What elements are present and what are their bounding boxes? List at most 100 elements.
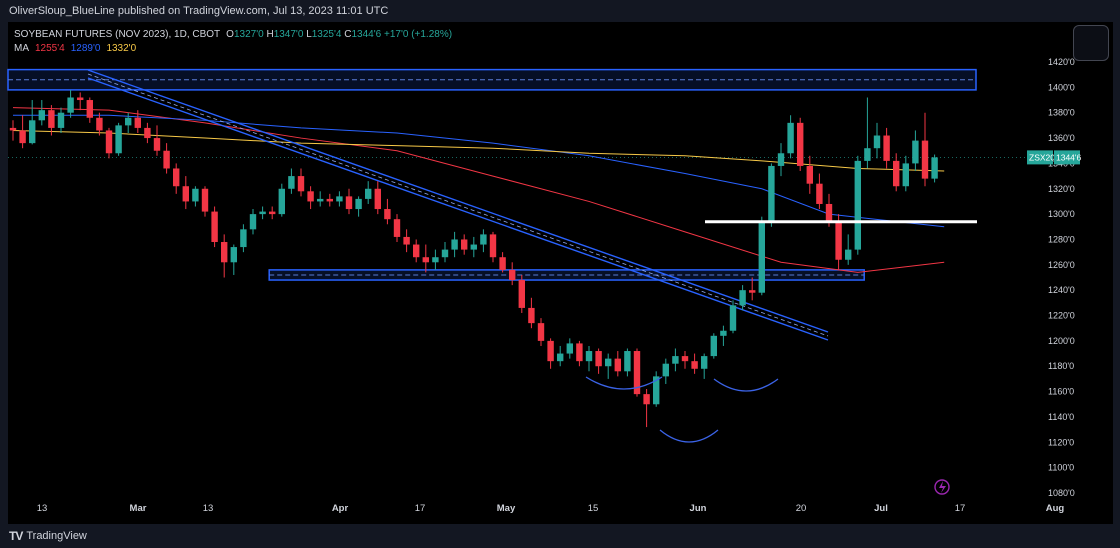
candle-body[interactable]	[182, 186, 189, 202]
candle-body[interactable]	[393, 219, 401, 237]
candle-body[interactable]	[758, 221, 765, 293]
candle-body[interactable]	[201, 188, 209, 212]
candle-body[interactable]	[240, 229, 247, 248]
candle-body[interactable]	[96, 117, 103, 131]
candle-body[interactable]	[835, 221, 842, 260]
candle-body[interactable]	[893, 160, 900, 187]
candle-body[interactable]	[566, 343, 573, 354]
candle-body[interactable]	[662, 363, 669, 377]
candle-body[interactable]	[278, 188, 285, 215]
candle-body[interactable]	[499, 257, 506, 270]
candle-body[interactable]	[9, 127, 17, 131]
candle-body[interactable]	[221, 242, 228, 263]
candle-body[interactable]	[173, 168, 180, 187]
candle-body[interactable]	[691, 361, 698, 369]
candle-body[interactable]	[461, 239, 468, 250]
candle-body[interactable]	[230, 247, 237, 263]
candle-body[interactable]	[624, 351, 631, 372]
candle-body[interactable]	[355, 198, 362, 210]
trendline-lower[interactable]	[87, 77, 829, 341]
candle-body[interactable]	[845, 249, 852, 260]
candle-body[interactable]	[720, 330, 727, 336]
candle-body[interactable]	[480, 234, 487, 245]
tradingview-logo[interactable]: TV TradingView	[9, 529, 87, 543]
candle-body[interactable]	[163, 150, 170, 169]
candle-body[interactable]	[797, 122, 804, 166]
candle-body[interactable]	[557, 353, 564, 362]
candle-body[interactable]	[931, 157, 938, 179]
trendline-upper[interactable]	[87, 69, 829, 333]
candle-body[interactable]	[307, 191, 314, 202]
candle-body[interactable]	[576, 343, 583, 362]
head-arc[interactable]	[659, 429, 719, 443]
candle-body[interactable]	[854, 160, 861, 250]
candle-body[interactable]	[48, 110, 55, 128]
candle-body[interactable]	[883, 135, 890, 161]
lightning-icon[interactable]	[934, 479, 950, 495]
candle-body[interactable]	[115, 125, 122, 154]
candle-body[interactable]	[739, 290, 746, 306]
candle-body[interactable]	[77, 97, 84, 101]
candle-body[interactable]	[441, 249, 449, 258]
candle-body[interactable]	[249, 214, 257, 230]
candle-body[interactable]	[57, 112, 65, 128]
candle-body[interactable]	[413, 244, 420, 258]
candle-body[interactable]	[451, 239, 458, 250]
candle-body[interactable]	[816, 183, 823, 204]
candle-body[interactable]	[374, 188, 381, 210]
candle-body[interactable]	[19, 130, 26, 144]
candle-body[interactable]	[729, 305, 737, 331]
candle-body[interactable]	[710, 335, 717, 357]
left-shoulder-arc[interactable]	[585, 376, 663, 390]
candle-body[interactable]	[326, 198, 333, 202]
chart-settings-button[interactable]	[1073, 25, 1109, 61]
candle-body[interactable]	[38, 110, 45, 121]
candle-body[interactable]	[192, 188, 199, 202]
candle-body[interactable]	[365, 188, 372, 199]
candle-body[interactable]	[509, 269, 516, 281]
right-shoulder-arc[interactable]	[713, 378, 779, 392]
candle-body[interactable]	[614, 358, 621, 372]
candle-body[interactable]	[643, 394, 650, 405]
candle-body[interactable]	[470, 244, 477, 250]
candle-body[interactable]	[912, 140, 919, 164]
candle-body[interactable]	[29, 120, 36, 144]
candle-body[interactable]	[595, 351, 602, 367]
candle-body[interactable]	[825, 203, 833, 222]
candle-body[interactable]	[605, 358, 612, 367]
candle-body[interactable]	[787, 122, 794, 154]
candle-body[interactable]	[105, 130, 113, 154]
candle-body[interactable]	[288, 176, 295, 189]
candle-body[interactable]	[297, 176, 305, 192]
candle-body[interactable]	[633, 351, 641, 395]
candle-body[interactable]	[672, 356, 679, 364]
candle-body[interactable]	[153, 138, 161, 151]
candle-body[interactable]	[489, 234, 497, 258]
candle-body[interactable]	[86, 100, 93, 118]
candle-body[interactable]	[336, 196, 343, 202]
candle-body[interactable]	[259, 211, 266, 215]
candle-body[interactable]	[653, 376, 660, 405]
legend-symbol[interactable]: SOYBEAN FUTURES (NOV 2023), 1D, CBOT	[14, 29, 221, 40]
candle-body[interactable]	[873, 135, 881, 149]
candle-body[interactable]	[134, 117, 141, 128]
candle-body[interactable]	[528, 307, 535, 324]
candle-body[interactable]	[547, 340, 554, 362]
legend-ma-label[interactable]: MA	[14, 43, 29, 54]
chart-area[interactable]	[8, 22, 1113, 524]
candle-body[interactable]	[125, 117, 132, 126]
candle-body[interactable]	[317, 198, 324, 202]
candle-body[interactable]	[768, 165, 775, 222]
candle-body[interactable]	[806, 165, 813, 184]
candle-body[interactable]	[518, 280, 525, 308]
candle-body[interactable]	[777, 153, 785, 166]
candle-body[interactable]	[422, 257, 429, 263]
candle-body[interactable]	[585, 351, 593, 362]
candle-body[interactable]	[864, 148, 871, 161]
candle-body[interactable]	[432, 257, 439, 263]
candle-body[interactable]	[701, 356, 708, 369]
candle-body[interactable]	[537, 323, 545, 341]
candle-body[interactable]	[384, 209, 391, 220]
candle-body[interactable]	[67, 97, 74, 113]
candle-body[interactable]	[921, 140, 929, 179]
